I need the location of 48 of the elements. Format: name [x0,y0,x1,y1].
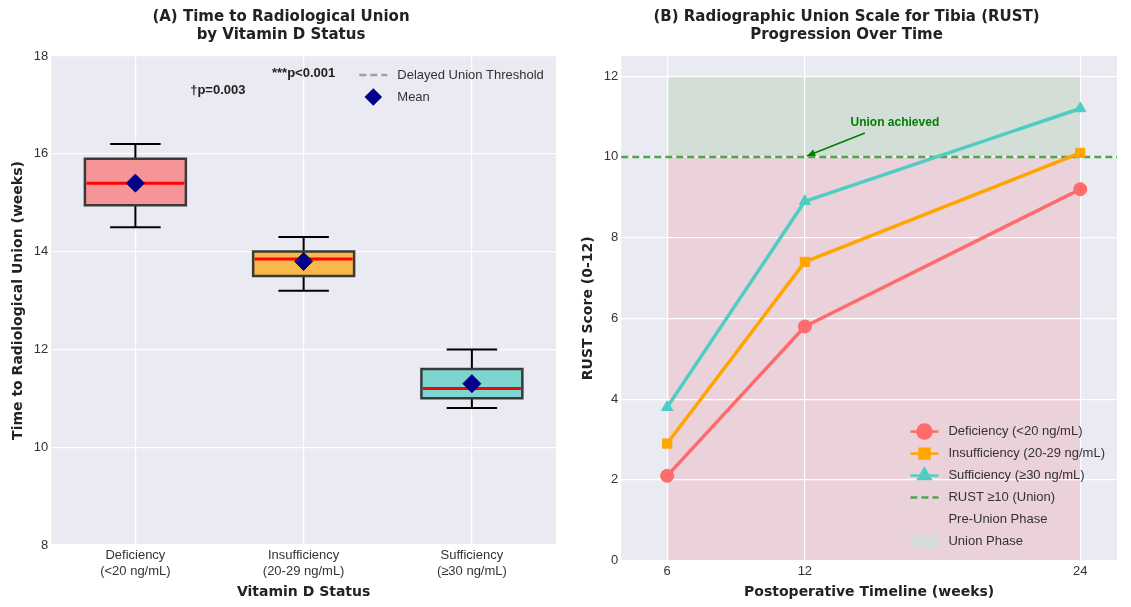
y-axis-title: Time to Radiological Union (weeks) [9,161,26,440]
y-tick-label: 2 [611,471,619,487]
legend-label: Deficiency (<20 ng/mL) [948,423,1083,439]
y-tick-label: 12 [33,340,49,356]
y-axis-title: RUST Score (0-12) [579,236,596,381]
x-tick-label: Sufficiency (≥30 ng/mL) [436,547,507,578]
point [294,251,314,271]
point [1074,101,1087,113]
point [662,438,673,449]
legend-label: Union Phase [948,533,1023,549]
x-tick-label: Deficiency (<20 ng/mL) [100,547,171,578]
point [1073,182,1088,197]
point [799,256,810,267]
legend-label: Delayed Union Threshold [397,66,544,82]
y-tick-label: 12 [603,67,619,83]
y-tick-label: 0 [611,552,619,568]
x-tick-label: 12 [797,562,813,578]
x-axis-title: Postoperative Timeline (weeks) [744,583,995,600]
legend-label: Mean [397,88,430,104]
point [797,319,812,334]
y-tick-label: 18 [33,47,49,63]
x-axis-title: Vitamin D Status [236,583,371,600]
x-tick-label: 6 [663,562,671,578]
point [660,468,675,483]
y-tick-label: 8 [41,536,49,552]
chart-title: (A) Time to Radiological Union by Vitamin D Status [152,6,410,43]
point [798,194,811,206]
point [661,400,674,411]
legend-label: RUST ≥10 (Union) [948,489,1056,505]
y-tick-label: 8 [611,229,619,245]
y-tick-label: 10 [603,148,619,164]
point [1075,147,1086,158]
annotation: †p=0.003 [190,81,246,97]
annotation: Union achieved [850,115,940,130]
y-tick-label: 14 [33,243,49,259]
y-tick-label: 10 [33,438,49,454]
x-tick-label: Insufficiency (20-29 ng/mL) [262,547,345,578]
legend-label: Sufficiency (≥30 ng/mL) [948,467,1085,483]
y-tick-label: 16 [33,145,49,161]
y-tick-label: 4 [611,390,619,406]
band-label: Pre-Union Phase [948,511,1048,527]
legend-label: Insufficiency (20-29 ng/mL) [948,445,1105,461]
annotation: ***p<0.001 [272,64,336,80]
y-tick-label: 6 [611,309,619,325]
chart-title: (B) Radiographic Union Scale for Tibia (RUST) Progression Over Time [653,6,1040,43]
point [125,173,145,193]
x-tick-label: 24 [1073,562,1088,578]
point [462,374,482,394]
